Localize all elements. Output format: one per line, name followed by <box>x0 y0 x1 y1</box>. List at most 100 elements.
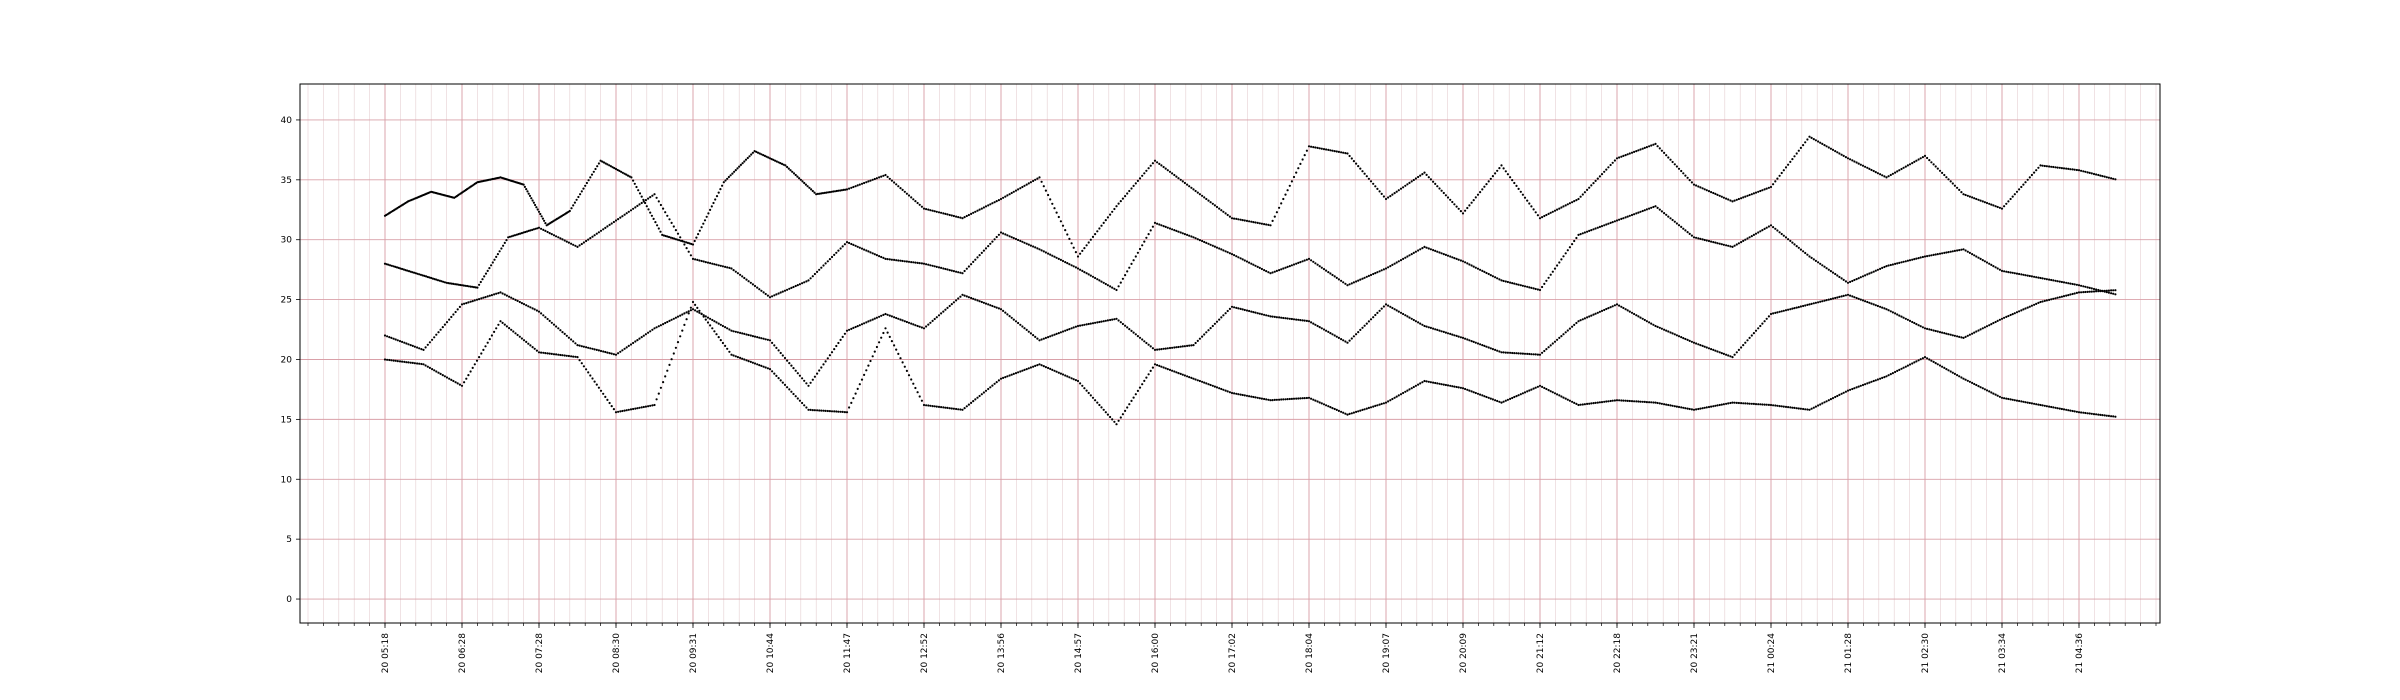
data-point <box>1207 242 1210 245</box>
data-point <box>1335 408 1338 411</box>
data-point <box>1014 320 1018 323</box>
data-point <box>1333 407 1336 411</box>
data-point <box>730 329 733 332</box>
data-point <box>584 184 587 187</box>
data-point <box>1517 352 1520 355</box>
data-point <box>976 396 979 399</box>
data-point <box>736 331 740 334</box>
data-point <box>1160 348 1163 351</box>
data-point <box>1329 149 1332 152</box>
data-point <box>937 211 941 214</box>
data-point <box>572 355 575 358</box>
data-point <box>875 177 879 180</box>
data-point <box>1791 158 1794 161</box>
data-point <box>606 351 609 354</box>
data-point <box>832 190 835 193</box>
data-point <box>743 160 746 163</box>
data-point <box>1171 369 1174 372</box>
data-point <box>1511 396 1514 400</box>
data-point <box>1900 261 1903 264</box>
data-point <box>457 283 460 286</box>
data-point <box>764 338 767 341</box>
data-point <box>1183 374 1186 377</box>
data-point <box>1772 404 1775 407</box>
data-point <box>1372 182 1375 185</box>
data-point <box>905 192 909 195</box>
data-point <box>1423 324 1426 328</box>
data-point <box>458 305 461 308</box>
data-point <box>426 365 429 368</box>
data-point <box>606 225 609 228</box>
data-point <box>2110 292 2113 295</box>
data-point <box>1609 306 1612 309</box>
data-point <box>580 242 583 246</box>
data-point <box>1703 345 1706 348</box>
data-point <box>942 267 945 270</box>
data-point <box>642 334 645 337</box>
data-point <box>727 175 731 179</box>
data-point <box>2082 285 2085 288</box>
data-point <box>1968 333 1971 336</box>
data-point <box>910 378 913 381</box>
data-point <box>1532 208 1535 211</box>
data-point <box>1292 175 1296 179</box>
data-point <box>888 177 891 180</box>
data-point <box>995 381 998 384</box>
data-point <box>1887 374 1890 377</box>
data-point <box>2060 407 2063 411</box>
data-point <box>1414 320 1417 323</box>
data-point <box>416 272 419 275</box>
data-point <box>574 342 577 345</box>
data-point <box>531 307 534 310</box>
data-point <box>922 262 926 265</box>
data-point <box>1047 252 1050 255</box>
data-point <box>837 410 840 413</box>
data-point <box>1626 215 1629 218</box>
data-point <box>2050 278 2053 282</box>
data-point <box>745 278 748 281</box>
data-point <box>1387 304 1390 307</box>
data-point <box>999 308 1003 311</box>
data-point <box>1288 265 1291 268</box>
data-point <box>497 292 500 295</box>
data-point <box>1923 327 1927 330</box>
data-point <box>1241 393 1244 397</box>
data-point <box>1746 339 1749 342</box>
data-point <box>1551 391 1554 394</box>
data-point <box>1213 204 1216 207</box>
data-point <box>1051 202 1054 205</box>
data-point <box>1673 220 1676 223</box>
data-point <box>1926 156 1929 160</box>
data-point <box>1374 404 1377 407</box>
data-point <box>2013 312 2016 315</box>
data-point <box>399 267 402 270</box>
data-point <box>863 248 866 251</box>
data-point <box>685 318 688 321</box>
data-point <box>2060 295 2063 298</box>
data-point <box>1038 339 1041 342</box>
data-point <box>1973 254 1976 257</box>
data-point <box>617 410 620 413</box>
data-point <box>1985 389 1989 392</box>
data-point <box>1083 271 1086 274</box>
data-point <box>1365 175 1368 178</box>
data-point <box>602 161 606 164</box>
data-point <box>705 215 708 218</box>
data-point <box>2050 298 2053 301</box>
data-point <box>1312 398 1315 401</box>
data-point <box>733 170 736 173</box>
data-point <box>2095 288 2098 291</box>
data-point <box>1027 330 1030 333</box>
data-point <box>1327 148 1330 151</box>
data-point <box>535 309 539 312</box>
data-point <box>1361 277 1364 280</box>
data-point <box>1799 305 1802 308</box>
data-point <box>1953 372 1956 375</box>
data-point <box>710 205 713 208</box>
data-point <box>1145 376 1148 379</box>
data-point <box>929 321 932 324</box>
data-point <box>2110 289 2113 292</box>
data-point <box>1290 264 1293 267</box>
data-point <box>1686 176 1689 179</box>
